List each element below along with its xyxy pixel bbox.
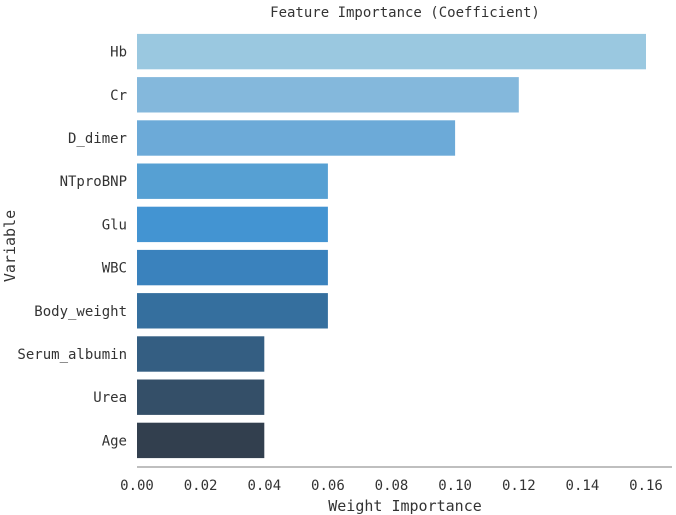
category-labels: Hb Cr D_dimer NTproBNP Glu WBC Body_weight Seru… (17, 45, 127, 450)
x-tick-label: 0.16 (629, 478, 663, 494)
bar-urea (137, 379, 265, 415)
x-axis-label: Weight Importance (328, 497, 482, 515)
category-label: Hb (110, 45, 127, 61)
category-label: Glu (102, 217, 127, 233)
bars-group (137, 33, 646, 459)
bar-glu (137, 206, 328, 243)
bar-cr (137, 77, 519, 113)
x-tick-label: 0.06 (311, 478, 345, 494)
bar-wbc (137, 249, 328, 286)
bar-age (137, 422, 265, 459)
category-label: Cr (110, 88, 127, 104)
x-tick-label: 0.02 (184, 478, 218, 494)
x-tick-label: 0.00 (120, 478, 154, 494)
chart-title: Feature Importance (Coefficient) (270, 5, 540, 21)
bar-body-weight (137, 293, 328, 329)
category-label: Age (102, 433, 127, 449)
category-label: Serum_albumin (17, 347, 127, 363)
x-tick-labels: 0.00 0.02 0.04 0.06 0.08 0.10 0.12 0.14 0.16 (120, 478, 663, 494)
x-tick-label: 0.14 (566, 478, 600, 494)
x-tick-label: 0.08 (375, 478, 409, 494)
y-axis-label: Variable (1, 210, 19, 282)
category-label: D_dimer (68, 131, 127, 147)
bar-hb (137, 33, 646, 70)
bar-ntprobnp (137, 163, 328, 199)
bar-d-dimer (137, 120, 456, 156)
x-tick-label: 0.12 (502, 478, 536, 494)
category-label: NTproBNP (60, 174, 127, 190)
category-label: Urea (93, 390, 127, 406)
x-tick-label: 0.10 (438, 478, 472, 494)
category-label: Body_weight (34, 304, 127, 320)
x-tick-label: 0.04 (247, 478, 281, 494)
bar-serum-albumin (137, 336, 265, 372)
category-label: WBC (102, 261, 127, 277)
